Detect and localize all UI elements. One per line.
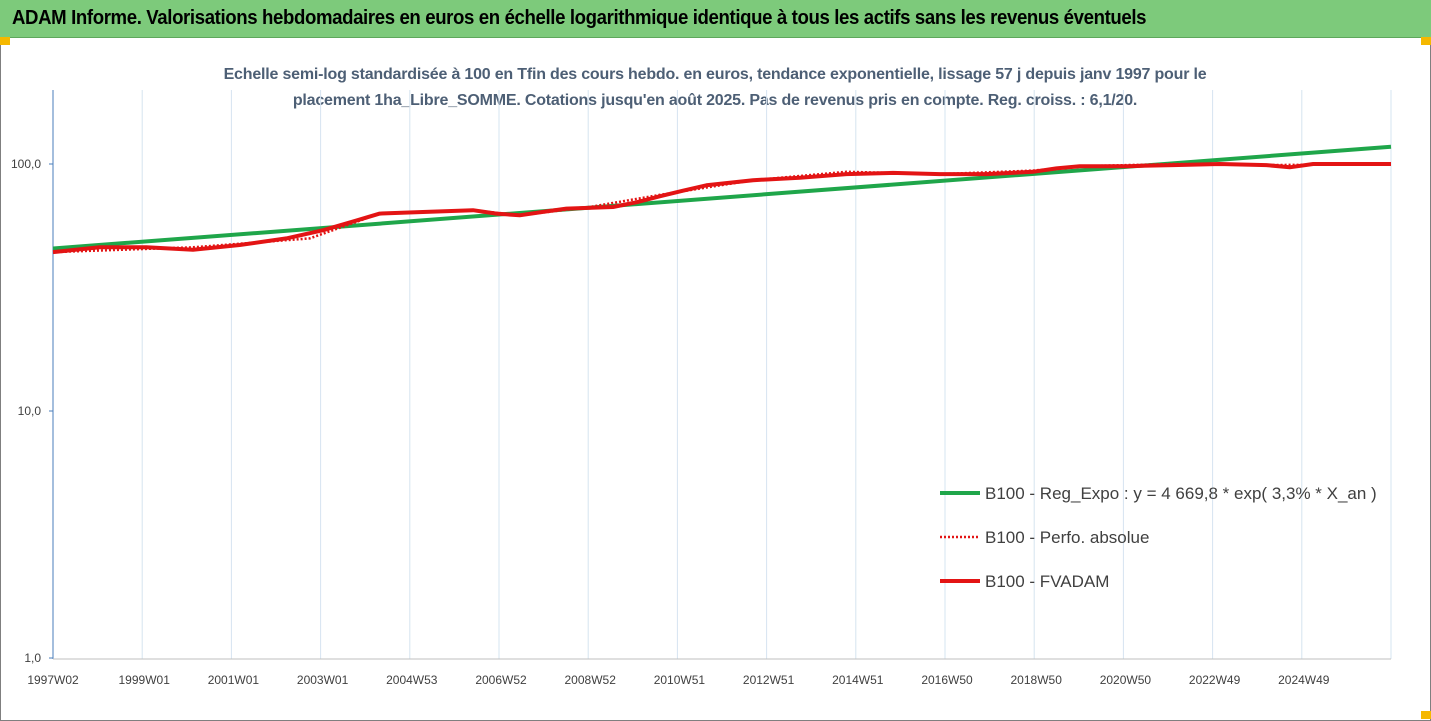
x-tick-label: 1999W01 — [119, 673, 171, 687]
series-line-reg-expo — [52, 144, 1392, 251]
x-tick-label: 2018W50 — [1011, 673, 1063, 687]
chart-title-line-1: Echelle semi-log standardisée à 100 en T… — [223, 66, 1207, 83]
legend-label: B100 - Perfo. absolue — [985, 528, 1149, 547]
legend-label: B100 - FVADAM — [985, 572, 1109, 591]
series-line-fvadam — [52, 162, 1391, 255]
report-title: ADAM Informe. Valorisations hebdomadaire… — [12, 7, 1147, 29]
x-tick-label: 2024W49 — [1278, 673, 1330, 687]
corner-marker-bottom-right — [1421, 711, 1431, 719]
x-tick-label: 2003W01 — [297, 673, 349, 687]
x-tick-label: 2014W51 — [832, 673, 884, 687]
x-tick-label: 2008W52 — [565, 673, 617, 687]
corner-marker-left — [0, 37, 10, 45]
x-tick-label: 2004W53 — [386, 673, 438, 687]
x-tick-label: 2010W51 — [654, 673, 706, 687]
x-tick-label: 1997W02 — [27, 673, 79, 687]
chart-title: Echelle semi-log standardisée à 100 en T… — [180, 62, 1250, 114]
x-tick-label: 2016W50 — [921, 673, 973, 687]
x-tick-label: 2006W52 — [475, 673, 527, 687]
corner-marker-right — [1421, 37, 1431, 45]
title-banner: ADAM Informe. Valorisations hebdomadaire… — [0, 0, 1431, 38]
legend-label: B100 - Reg_Expo : y = 4 669,8 * exp( 3,3… — [985, 484, 1377, 503]
x-tick-label: 2001W01 — [208, 673, 260, 687]
y-tick-label: 100,0 — [11, 157, 41, 171]
x-tick-label: 2012W51 — [743, 673, 795, 687]
y-tick-label: 10,0 — [18, 404, 42, 418]
chart-title-line-2: placement 1ha_Libre_SOMME. Cotations jus… — [292, 92, 1138, 109]
x-tick-label: 2020W50 — [1100, 673, 1152, 687]
series-line-perfo-absolue — [52, 162, 1392, 254]
y-tick-label: 1,0 — [24, 651, 41, 665]
x-tick-label: 2022W49 — [1189, 673, 1241, 687]
